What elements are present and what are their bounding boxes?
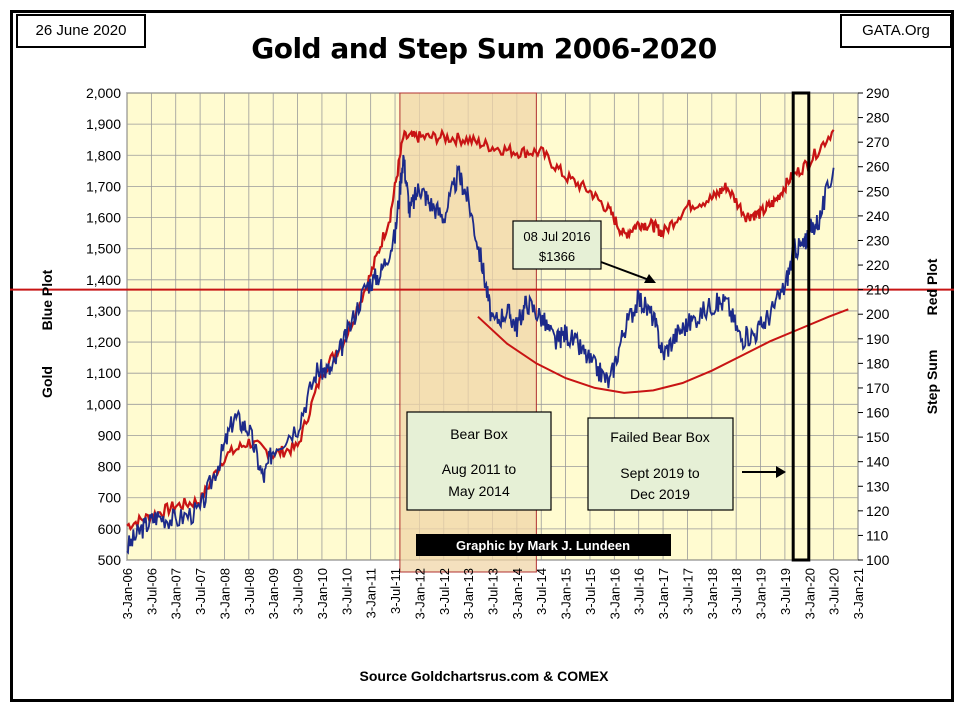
right-tick-label: 290 [866,85,890,101]
x-tick-label: 3-Jan-09 [266,568,281,619]
x-tick-label: 3-Jul-07 [193,568,208,615]
annotation-layer: 08 Jul 2016 $1366 Bear Box Aug 2011 to May 2… [406,220,786,556]
x-tick-label: 3-Jan-14 [510,568,525,619]
left-tick-label: 1,400 [86,272,121,288]
left-axis-title-blue-plot: Blue Plot [39,269,55,330]
bear-box-label-line1: Aug 2011 to [442,461,517,477]
x-tick-label: 3-Jan-15 [559,568,574,619]
right-tick-label: 240 [866,208,890,224]
callout-date: 08 Jul 2016 [523,229,590,244]
right-tick-label: 210 [866,282,890,298]
bear-box-label-box [406,411,552,511]
x-tick-label: 3-Jan-13 [461,568,476,619]
x-tick-label: 3-Jul-09 [291,568,306,615]
left-tick-label: 1,300 [86,303,121,319]
left-tick-label: 2,000 [86,85,121,101]
x-tick-label: 3-Jan-21 [851,568,866,619]
x-tick-label: 3-Jan-08 [217,568,232,619]
left-tick-label: 1,700 [86,178,121,194]
x-tick-label: 3-Jan-06 [120,568,135,619]
x-tick-label: 3-Jul-18 [729,568,744,615]
x-tick-label: 3-Jan-12 [412,568,427,619]
x-tick-label: 3-Jan-10 [315,568,330,619]
right-axis-title-step-sum: Step Sum [924,350,940,415]
bear-box-label-title: Bear Box [450,426,508,442]
x-tick-label: 3-Jul-13 [486,568,501,615]
failed-box-label-box [587,417,734,511]
left-tick-label: 1,100 [86,365,121,381]
left-tick-label: 1,800 [86,147,121,163]
right-axis-title-red-plot: Red Plot [924,258,940,315]
right-tick-label: 150 [866,429,890,445]
right-tick-label: 250 [866,183,890,199]
failed-bear-box-region [791,91,811,562]
x-tick-label: 3-Jul-10 [339,568,354,615]
right-tick-label: 190 [866,331,890,347]
left-tick-label: 1,200 [86,334,121,350]
right-tick-label: 100 [866,552,890,568]
right-tick-label: 120 [866,503,890,519]
callout-arrow [600,261,653,282]
failed-box-label-line2: Dec 2019 [630,486,690,502]
left-tick-label: 700 [98,490,122,506]
x-tick-label: 3-Jul-14 [534,568,549,615]
right-tick-label: 230 [866,232,890,248]
right-tick-label: 270 [866,134,890,150]
x-tick-label: 3-Jan-17 [656,568,671,619]
x-tick-label: 3-Jul-08 [242,568,257,615]
left-tick-label: 1,500 [86,241,121,257]
grid-lines [126,92,859,561]
series-layer [10,127,954,555]
source-note: Source Goldchartsrus.com & COMEX [359,668,609,684]
bear-box-label-line2: May 2014 [448,483,510,499]
credit-bar [416,534,671,556]
x-tick-label: 3-Jul-15 [583,568,598,615]
left-tick-label: 1,600 [86,210,121,226]
x-tick-label: 3-Jan-16 [607,568,622,619]
axes-layer: 500 600 700 800 900 1,000 1,100 1,200 1,300 1,400… [39,85,940,619]
failed-box-label-line1: Sept 2019 to [620,465,700,481]
failed-box-label-title: Failed Bear Box [610,429,710,445]
x-tick-label: 3-Jul-17 [680,568,695,615]
callout-box [512,220,602,270]
failed-box-arrowhead [776,466,786,478]
callout-price: $1366 [539,249,575,264]
x-tick-label: 3-Jul-16 [632,568,647,615]
right-tick-label: 260 [866,159,890,175]
left-tick-label: 1,000 [86,396,121,412]
x-tick-label: 3-Jan-11 [364,568,379,618]
x-tick-label: 3-Jul-06 [144,568,159,615]
site-label: GATA.Org [840,14,952,48]
right-tick-label: 170 [866,380,890,396]
left-tick-label: 600 [98,521,122,537]
x-tick-label: 3-Jul-12 [437,568,452,615]
x-tick-label: 3-Jul-19 [778,568,793,615]
right-tick-label: 160 [866,405,890,421]
callout-arrowhead [644,274,656,283]
x-tick-label: 3-Jan-20 [802,568,817,619]
x-tick-label: 3-Jan-19 [754,568,769,619]
left-axis-title-gold: Gold [39,366,55,398]
left-tick-label: 500 [98,552,122,568]
credit-text: Graphic by Mark J. Lundeen [456,538,630,553]
x-tick-label: 3-Jan-07 [169,568,184,619]
left-tick-label: 800 [98,459,122,475]
right-tick-label: 200 [866,306,890,322]
date-label: 26 June 2020 [16,14,146,48]
x-tick-label: 3-Jul-11 [388,568,403,614]
right-tick-label: 130 [866,478,890,494]
right-tick-label: 280 [866,110,890,126]
right-tick-label: 220 [866,257,890,273]
step-sum-line [126,127,835,532]
left-tick-label: 1,900 [86,116,121,132]
right-tick-label: 180 [866,355,890,371]
x-tick-label: 3-Jul-20 [827,568,842,615]
gold-line [126,154,835,555]
left-tick-label: 900 [98,427,122,443]
x-tick-label: 3-Jan-18 [705,568,720,619]
chart-title: Gold and Step Sum 2006-2020 [251,32,717,65]
right-tick-label: 140 [866,454,890,470]
right-tick-label: 110 [866,527,889,543]
